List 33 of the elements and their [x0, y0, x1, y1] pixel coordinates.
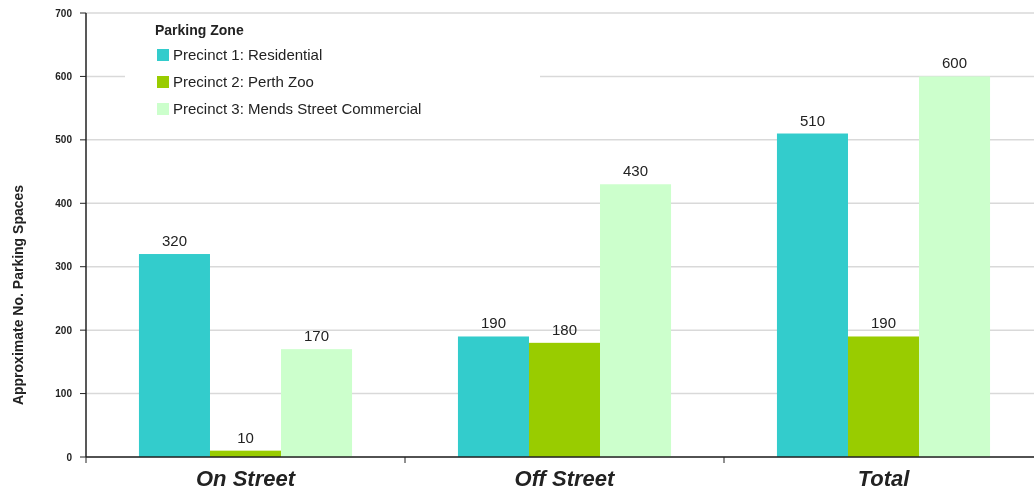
legend-label: Precinct 3: Mends Street Commercial: [173, 100, 422, 117]
data-label: 430: [623, 162, 649, 180]
bar: [138, 254, 210, 457]
data-label: 190: [870, 314, 897, 332]
y-tick-label: 700: [55, 7, 73, 19]
y-tick-label: 300: [55, 261, 73, 273]
y-tick-label: 200: [55, 324, 73, 336]
bar: [919, 76, 991, 457]
y-tick-label: 600: [55, 70, 73, 82]
y-tick-label: 400: [55, 197, 73, 209]
bar: [776, 133, 848, 457]
x-tick-label: Total: [857, 466, 911, 491]
data-label: 180: [551, 320, 578, 338]
y-tick-label: 500: [55, 134, 73, 146]
bar: [528, 342, 601, 457]
data-label: 510: [799, 111, 825, 129]
legend-title: Parking Zone: [155, 22, 244, 38]
data-label: 320: [161, 232, 187, 250]
data-label: 600: [942, 54, 968, 72]
y-tick-label: 0: [66, 451, 73, 463]
bar: [847, 336, 920, 457]
bar: [457, 336, 529, 457]
legend-label: Precinct 2: Perth Zoo: [173, 73, 314, 90]
x-tick-label: Off Street: [514, 466, 617, 491]
data-label: 10: [237, 428, 254, 446]
y-tick-label: 100: [55, 388, 73, 400]
data-label: 190: [480, 314, 506, 332]
legend-label: Precinct 1: Residential: [173, 46, 323, 63]
y-axis-title: Approximate No. Parking Spaces: [10, 184, 26, 406]
data-label: 170: [304, 327, 330, 345]
bar: [600, 184, 672, 457]
bar: [281, 349, 353, 457]
x-tick-label: On Street: [195, 466, 297, 491]
